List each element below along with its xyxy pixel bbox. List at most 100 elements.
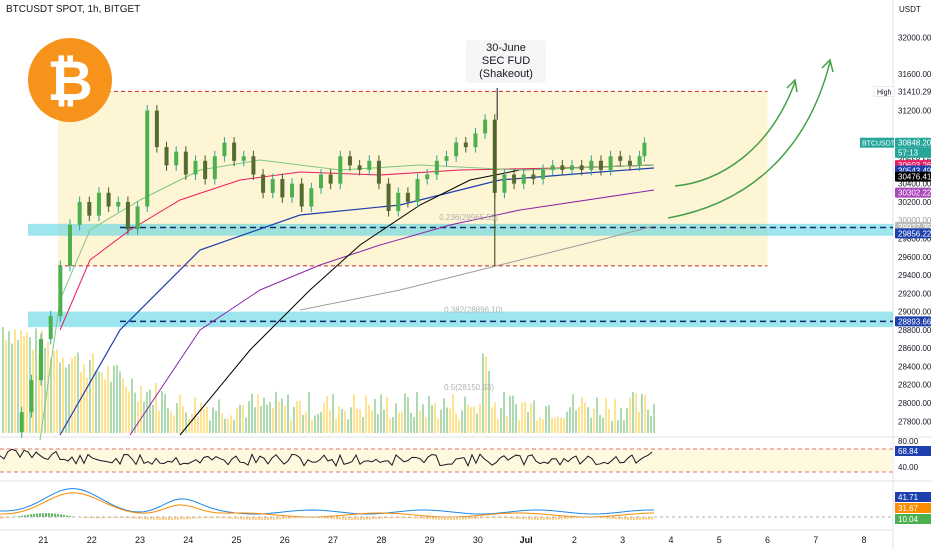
macd-hist-bar [459, 517, 461, 520]
x-tick-label: 4 [668, 535, 673, 545]
candle-body [309, 188, 313, 206]
candle-body [116, 202, 120, 207]
candle-body [261, 175, 265, 193]
macd-hist-bar [399, 517, 401, 518]
candle-body [377, 161, 381, 184]
candle-body [184, 152, 188, 175]
macd-hist-bar [303, 517, 305, 518]
annotation-line-3: (Shakeout) [466, 68, 546, 81]
candle-body [251, 156, 255, 174]
candle-body [193, 161, 197, 175]
macd-hist-bar [279, 517, 281, 519]
candle-body [454, 143, 458, 157]
macd-hist-bar [105, 517, 107, 518]
macd-hist-bar [249, 517, 251, 520]
chart-title: BTCUSDT SPOT, 1h, BITGET [6, 4, 140, 15]
candle-body [512, 175, 516, 184]
macd-hist-bar [633, 517, 635, 520]
fib-label-0: 0.236(29965.55) [439, 213, 498, 222]
candle-body [551, 165, 555, 170]
candle-body [39, 339, 43, 380]
macd-hist-bar [273, 517, 275, 520]
candle-body [367, 161, 371, 170]
y-tick-label: 28000.00 [898, 399, 932, 408]
candle-body [78, 202, 82, 225]
macd-hist-bar [195, 517, 197, 519]
y-tick-label: 27800.00 [898, 417, 932, 426]
candle-body [165, 147, 169, 165]
macd-value-2: 10.04 [898, 515, 919, 524]
candle-body [136, 207, 140, 230]
macd-hist-bar [567, 517, 569, 519]
macd-hist-bar [597, 517, 599, 518]
macd-hist-bar [45, 513, 47, 517]
macd-hist-bar [36, 513, 38, 517]
candle-body [232, 143, 236, 161]
candle-body [387, 184, 391, 211]
macd-hist-bar [81, 517, 83, 518]
candle-body [97, 193, 101, 216]
macd-hist-bar [651, 517, 653, 520]
macd-hist-bar [639, 517, 641, 520]
macd-hist-bar [333, 517, 335, 519]
candle-body [425, 175, 429, 180]
x-tick-label: 30 [473, 535, 483, 545]
macd-hist-bar [321, 517, 323, 518]
macd-hist-bar [141, 517, 143, 519]
macd-hist-bar [69, 516, 71, 517]
macd-hist-bar [435, 517, 437, 520]
macd-hist-bar [3, 517, 5, 518]
candle-body [68, 225, 72, 266]
macd-hist-bar [291, 517, 293, 518]
macd-hist-bar [327, 517, 329, 519]
x-tick-label: 25 [232, 535, 242, 545]
currency-label: USDT [899, 5, 921, 14]
macd-hist-bar [183, 517, 185, 519]
macd-hist-bar [429, 517, 431, 519]
candle-body [445, 156, 449, 161]
x-tick-label: Jul [520, 535, 533, 545]
macd-hist-bar [219, 517, 221, 518]
x-tick-label: 5 [717, 535, 722, 545]
candle-body [638, 156, 642, 165]
macd-hist-bar [171, 517, 173, 520]
signal-line [0, 493, 654, 517]
macd-hist-bar [135, 517, 137, 519]
macd-hist-bar [483, 517, 485, 518]
price-tag-10: 29856.22 [898, 229, 932, 238]
macd-hist-bar [39, 513, 41, 517]
macd-hist-bar [117, 517, 119, 518]
macd-hist-bar [147, 517, 149, 519]
candle-body [203, 161, 207, 179]
macd-hist-bar [477, 517, 479, 519]
macd-hist-bar [315, 517, 317, 518]
macd-hist-bar [153, 517, 155, 520]
candle-body [642, 143, 646, 157]
candle-body [319, 175, 323, 189]
macd-hist-bar [57, 514, 59, 517]
macd-hist-bar [357, 517, 359, 520]
candle-body [174, 152, 178, 166]
macd-hist-bar [165, 517, 167, 520]
rsi-tick-80: 80.00 [898, 437, 919, 446]
macd-hist-bar [63, 515, 65, 517]
macd-hist-bar [123, 517, 125, 518]
candle-body [280, 179, 284, 197]
macd-hist-bar [627, 517, 629, 520]
macd-hist-bar [177, 517, 179, 520]
candle-body [300, 184, 304, 207]
macd-hist-bar [363, 517, 365, 520]
macd-hist-bar [267, 517, 269, 520]
candle-body [396, 193, 400, 211]
macd-hist-bar [621, 517, 623, 520]
macd-hist-bar [471, 517, 473, 519]
candle-body [580, 165, 584, 170]
macd-hist-bar [42, 513, 44, 517]
x-tick-label: 22 [87, 535, 97, 545]
candle-body [464, 143, 468, 148]
candle-body [242, 156, 246, 161]
candle-body [599, 161, 603, 170]
x-tick-label: 29 [425, 535, 435, 545]
